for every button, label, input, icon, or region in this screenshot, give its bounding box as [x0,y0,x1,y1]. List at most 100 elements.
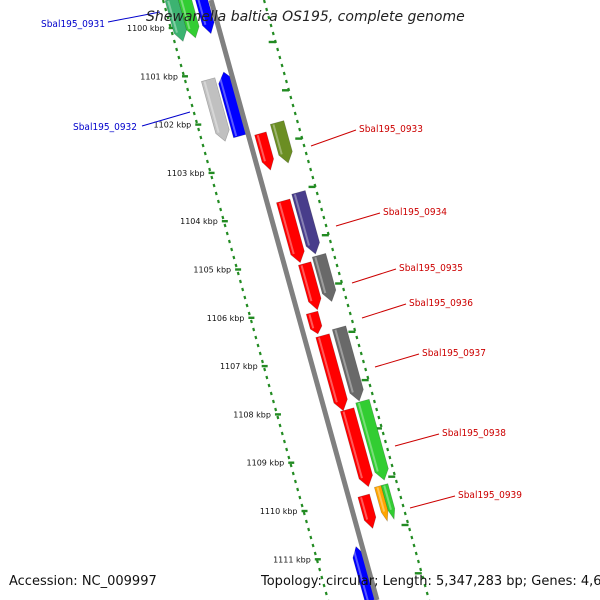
gene-arrow[interactable] [355,398,389,481]
kbp-tick-label: 1101 kbp [140,72,178,81]
ring-dot [414,551,418,556]
ring-dot [317,199,321,204]
gene-arrow-highlight [317,337,338,403]
ring-dot [263,367,267,372]
gene-arrow[interactable] [254,131,274,171]
ring-dot [291,103,295,108]
gene-arrow-highlight [203,81,220,133]
gene-label-0935[interactable]: Sbal195_0935 [399,263,463,274]
ring-dot [392,471,396,476]
ring-dot [386,447,390,452]
gene-arrow[interactable] [269,120,293,164]
gene-label-0937[interactable]: Sbal195_0937 [422,348,486,359]
gene-arrow-highlight [357,402,379,472]
ring-dot [346,303,350,308]
ring-dot [311,543,315,548]
ring-dot [333,255,337,260]
ring-dot [179,63,183,68]
ring-dot [271,399,275,404]
ring-dot [260,359,264,364]
gene-arrow[interactable] [276,198,305,264]
ring-dot [425,591,429,596]
ring-dot [298,495,302,500]
gene-arrow[interactable] [311,253,337,303]
gene-label-0933[interactable]: Sbal195_0933 [359,124,423,135]
ring-dot [232,255,236,260]
ring-dot [199,135,203,140]
gene-arrow[interactable] [193,0,215,35]
ring-dot [377,415,381,420]
callout-line [394,433,440,447]
gene-arrow[interactable] [164,0,187,42]
ring-dot [194,119,198,124]
ring-dot [306,159,310,164]
ring-dot [296,487,300,492]
ring-dot [335,263,339,268]
ring-dot [175,47,179,52]
kbp-tick-label: 1110 kbp [260,507,298,516]
kbp-tick-label: 1109 kbp [247,459,285,468]
gene-arrow[interactable] [357,493,377,529]
ring-dot [262,0,266,4]
ring-dot [401,503,405,508]
ring-dot [355,335,359,340]
callout-line [141,111,191,127]
gene-arrow[interactable] [298,261,322,311]
ring-dot [236,271,240,276]
ring-dot [311,175,315,180]
gene-arrow-highlight [376,487,386,512]
ring-dot [320,575,324,580]
gene-label-0934[interactable]: Sbal195_0934 [383,207,447,218]
gene-arrow[interactable] [291,190,320,255]
gene-features [164,0,396,600]
ring-dot [419,567,423,572]
gene-arrow-highlight [308,314,315,329]
ring-dot [280,63,284,68]
ring-dot [212,183,216,188]
ring-dot [397,487,401,492]
ring-dot [164,7,168,12]
gene-arrow[interactable] [305,310,323,335]
ring-dot [408,527,412,532]
callout-line [374,353,420,368]
ring-dot [249,319,253,324]
gene-label-0932[interactable]: Sbal195_0932 [73,122,137,133]
gene-arrow[interactable] [340,407,373,488]
ring-dot [350,319,354,324]
ring-dot [379,423,383,428]
gene-arrow-highlight [167,0,178,33]
ring-dot [192,111,196,116]
ring-dot [265,375,269,380]
callout-line [335,212,381,227]
ring-dot [403,511,407,516]
ring-dot [324,591,328,596]
genome-title: Shewanella baltica OS195, complete genom… [146,9,465,25]
ring-dot [364,367,368,372]
ring-dot [320,207,324,212]
ring-dot [188,95,192,100]
ring-dot [172,39,176,44]
ring-dot [318,567,322,572]
ring-dot [348,311,352,316]
ring-dot [177,55,181,60]
gene-label-0931[interactable]: Sbal195_0931 [41,19,105,30]
gene-label-0939[interactable]: Sbal195_0939 [458,490,522,501]
gene-label-0938[interactable]: Sbal195_0938 [442,428,506,439]
gene-arrow[interactable] [200,77,230,142]
ring-dot [337,271,341,276]
gene-arrow[interactable] [373,485,389,522]
gene-arrow[interactable] [315,333,348,412]
ring-dot [205,159,209,164]
ring-dot [225,231,229,236]
ring-dot [168,23,172,28]
gene-callouts: Sbal195_0931 Sbal195_0932 Sbal195_0933 Sbal… [41,11,522,509]
gene-label-0936[interactable]: Sbal195_0936 [409,298,473,309]
gene-arrow[interactable] [178,0,200,39]
gene-arrow[interactable] [380,483,396,521]
gene-arrow-highlight [314,257,327,294]
ring-dot [315,191,319,196]
ring-dot [394,479,398,484]
ring-dot [309,167,313,172]
gene-arrow[interactable] [331,325,364,402]
